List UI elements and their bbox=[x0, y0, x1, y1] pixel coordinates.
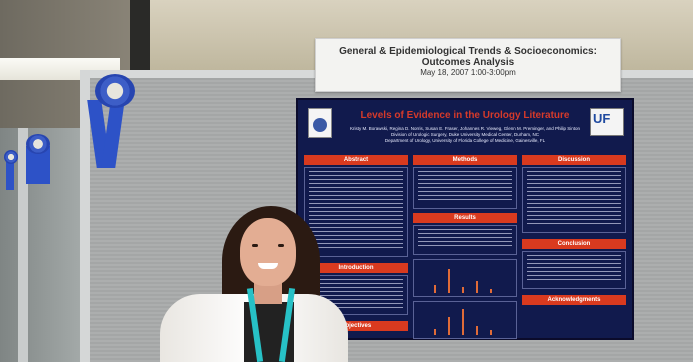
results-bar-chart-2 bbox=[413, 301, 517, 339]
abstract-text bbox=[304, 167, 408, 257]
discussion-header: Discussion bbox=[522, 155, 626, 165]
presenter-smile bbox=[258, 263, 278, 269]
research-poster: UF Levels of Evidence in the Urology Lit… bbox=[296, 98, 634, 340]
dark-pillar bbox=[130, 0, 150, 75]
uf-logo: UF bbox=[590, 108, 624, 136]
poster-title: Levels of Evidence in the Urology Litera… bbox=[360, 110, 570, 121]
poster-right-column: Discussion Conclusion Acknowledgments bbox=[522, 155, 626, 305]
poster-left-column: Abstract Introduction Objectives bbox=[304, 155, 408, 331]
presenter-face bbox=[240, 218, 296, 286]
abstract-header: Abstract bbox=[304, 155, 408, 165]
results-table bbox=[413, 225, 517, 255]
session-sign-date: May 18, 2007 1:00-3:00pm bbox=[420, 68, 516, 77]
session-sign-title: General & Epidemiological Trends & Socio… bbox=[339, 46, 597, 68]
background-board-frame bbox=[18, 128, 28, 362]
session-sign: General & Epidemiological Trends & Socio… bbox=[315, 38, 621, 92]
introduction-header: Introduction bbox=[304, 263, 408, 273]
poster-board-post bbox=[80, 70, 90, 362]
duke-seal-logo bbox=[308, 108, 332, 138]
acknowledgments-header: Acknowledgments bbox=[522, 295, 626, 305]
objectives-header: Objectives bbox=[304, 321, 408, 331]
discussion-text bbox=[522, 167, 626, 233]
methods-header: Methods bbox=[413, 155, 517, 165]
methods-text bbox=[413, 167, 517, 209]
presenter-right-eye bbox=[278, 244, 284, 247]
presenter-left-eye bbox=[252, 244, 258, 247]
poster-middle-column: Methods Results bbox=[413, 155, 517, 339]
conclusion-header: Conclusion bbox=[522, 239, 626, 249]
results-header: Results bbox=[413, 213, 517, 223]
poster-authors: Kristy M. Borawski, Regina D. Norris, Su… bbox=[349, 126, 581, 143]
conclusion-text bbox=[522, 251, 626, 289]
results-bar-chart-1 bbox=[413, 259, 517, 297]
